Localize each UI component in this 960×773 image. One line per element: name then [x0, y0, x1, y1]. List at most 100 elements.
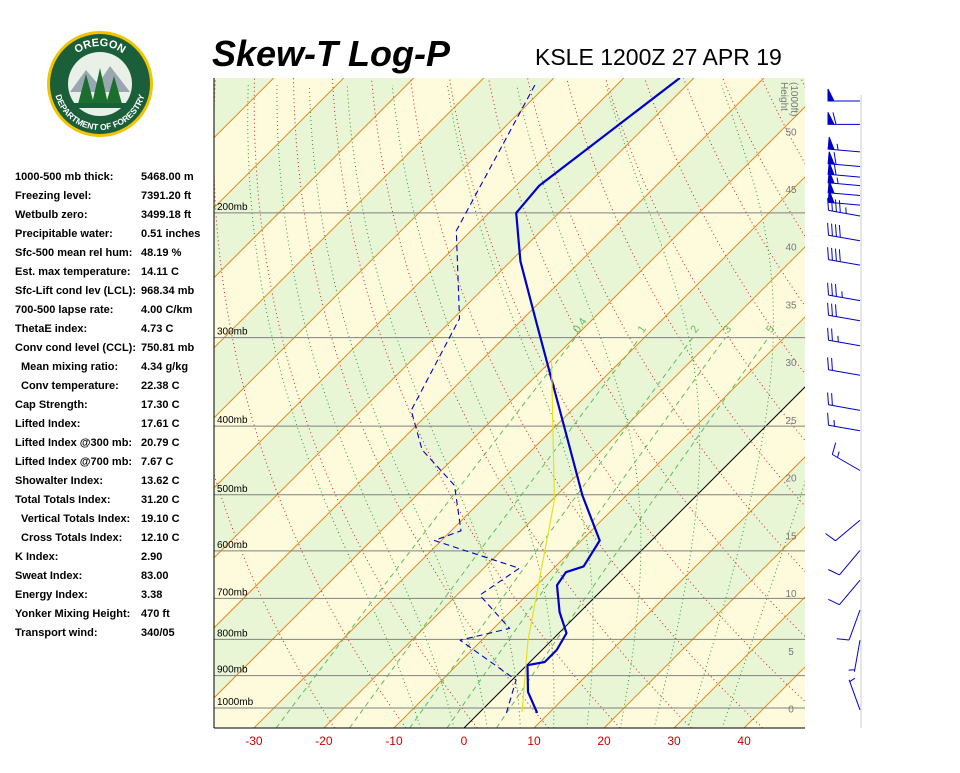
- index-label: Wetbulb zero:: [15, 209, 88, 221]
- pressure-label: 400mb: [217, 415, 248, 426]
- index-label: Showalter Index:: [15, 475, 103, 487]
- index-label: 1000-500 mb thick:: [15, 171, 113, 183]
- index-value: 4.00 C/km: [141, 304, 193, 316]
- height-tick-label: 40: [785, 243, 797, 254]
- index-label: Vertical Totals Index:: [21, 513, 130, 525]
- index-value: 750.81 mb: [141, 342, 194, 354]
- wind-barb: [828, 357, 860, 375]
- index-label: Mean mixing ratio:: [21, 361, 118, 373]
- wind-barb: [828, 89, 860, 101]
- index-label: Lifted Index:: [15, 418, 80, 430]
- height-axis-label: Height: [778, 82, 789, 111]
- index-label: Sweat Index:: [15, 570, 82, 582]
- pressure-label: 300mb: [217, 327, 248, 338]
- wind-barbs: [826, 89, 861, 710]
- height-axis-units: (1000ft): [788, 82, 799, 116]
- index-label: Precipitable water:: [15, 228, 113, 240]
- x-tick-label: -30: [245, 734, 263, 748]
- index-value: 968.34 mb: [141, 285, 194, 297]
- x-tick-label: 20: [597, 734, 611, 748]
- index-value: 13.62 C: [141, 475, 180, 487]
- x-tick-label: 0: [461, 734, 468, 748]
- index-value: 2.90: [141, 551, 162, 563]
- wind-barb: [828, 303, 860, 321]
- height-tick-label: 10: [785, 589, 797, 600]
- isotherm: [814, 78, 960, 728]
- index-label: ThetaE index:: [15, 323, 87, 335]
- index-value: 14.11 C: [141, 266, 179, 278]
- index-label: Freezing level:: [15, 190, 91, 202]
- wind-barb: [828, 112, 860, 124]
- index-value: 20.79 C: [141, 437, 180, 449]
- index-value: 5468.00 m: [141, 171, 194, 183]
- pressure-label: 200mb: [217, 202, 248, 213]
- index-label: Sfc-500 mean rel hum:: [15, 247, 132, 259]
- height-tick-label: 45: [785, 185, 797, 196]
- index-label: Energy Index:: [15, 589, 88, 601]
- index-value: 470 ft: [141, 608, 170, 620]
- wind-barb: [849, 678, 860, 710]
- wind-barb: [826, 520, 861, 541]
- pressure-label: 600mb: [217, 540, 248, 551]
- index-label: Total Totals Index:: [15, 494, 111, 506]
- wind-barb: [828, 137, 860, 152]
- pressure-label: 900mb: [217, 665, 248, 676]
- index-value: 340/05: [141, 627, 175, 639]
- logo: OREGON DEPARTMENT OF FORESTRY: [47, 31, 153, 137]
- index-label: K Index:: [15, 551, 58, 563]
- logo-ground: [70, 103, 130, 108]
- dry-adiabat: [957, 78, 960, 728]
- wind-barb: [828, 393, 860, 411]
- wind-barb: [828, 223, 860, 241]
- index-value: 31.20 C: [141, 494, 180, 506]
- height-tick-label: 0: [788, 705, 794, 716]
- index-label: Yonker Mixing Height:: [15, 608, 130, 620]
- index-value: 4.73 C: [141, 323, 173, 335]
- height-tick-label: 50: [785, 127, 797, 138]
- x-tick-label: -20: [315, 734, 333, 748]
- pressure-label: 700mb: [217, 587, 248, 598]
- dry-adiabat: [801, 78, 960, 728]
- index-value: 22.38 C: [141, 380, 180, 392]
- height-tick-label: 5: [788, 647, 794, 658]
- wind-barb: [828, 550, 860, 575]
- x-tick-label: -10: [385, 734, 403, 748]
- index-label: Cross Totals Index:: [21, 532, 122, 544]
- index-label: Transport wind:: [15, 627, 98, 639]
- index-label: Conv temperature:: [21, 380, 119, 392]
- index-label: Sfc-Lift cond lev (LCL):: [15, 285, 136, 297]
- chart-title: Skew-T Log-P: [212, 33, 451, 74]
- index-value: 7.67 C: [141, 456, 173, 468]
- index-label: Lifted Index @300 mb:: [15, 437, 132, 449]
- indices-panel: 1000-500 mb thick: 5468.00 m Freezing leve…: [15, 171, 200, 639]
- index-value: 12.10 C: [141, 532, 180, 544]
- wind-barb: [828, 247, 860, 265]
- x-tick-label: 10: [527, 734, 541, 748]
- index-value: 0.51 inches: [141, 228, 200, 240]
- chart-subtitle: KSLE 1200Z 27 APR 19: [535, 44, 782, 70]
- index-label: Lifted Index @700 mb:: [15, 456, 132, 468]
- height-tick-label: 25: [785, 416, 797, 427]
- pressure-label: 800mb: [217, 628, 248, 639]
- height-tick-label: 35: [785, 300, 797, 311]
- index-value: 48.19 %: [141, 247, 182, 259]
- index-label: Est. max temperature:: [15, 266, 131, 278]
- index-value: 7391.20 ft: [141, 190, 191, 202]
- index-label: Cap Strength:: [15, 399, 88, 411]
- pressure-label: 1000mb: [217, 697, 254, 708]
- index-label: Conv cond level (CCL):: [15, 342, 136, 354]
- wind-barb: [849, 640, 860, 672]
- index-label: 700-500 lapse rate:: [15, 304, 113, 316]
- pressure-label: 500mb: [217, 484, 248, 495]
- index-value: 3499.18 ft: [141, 209, 191, 221]
- wind-barb: [828, 152, 860, 167]
- dry-adiabat: [879, 78, 960, 728]
- index-value: 3.38: [141, 589, 162, 601]
- x-tick-label: 30: [667, 734, 681, 748]
- wind-barb: [828, 413, 860, 431]
- wind-barb: [837, 610, 860, 640]
- height-tick-label: 20: [785, 474, 797, 485]
- x-tick-label: 40: [737, 734, 751, 748]
